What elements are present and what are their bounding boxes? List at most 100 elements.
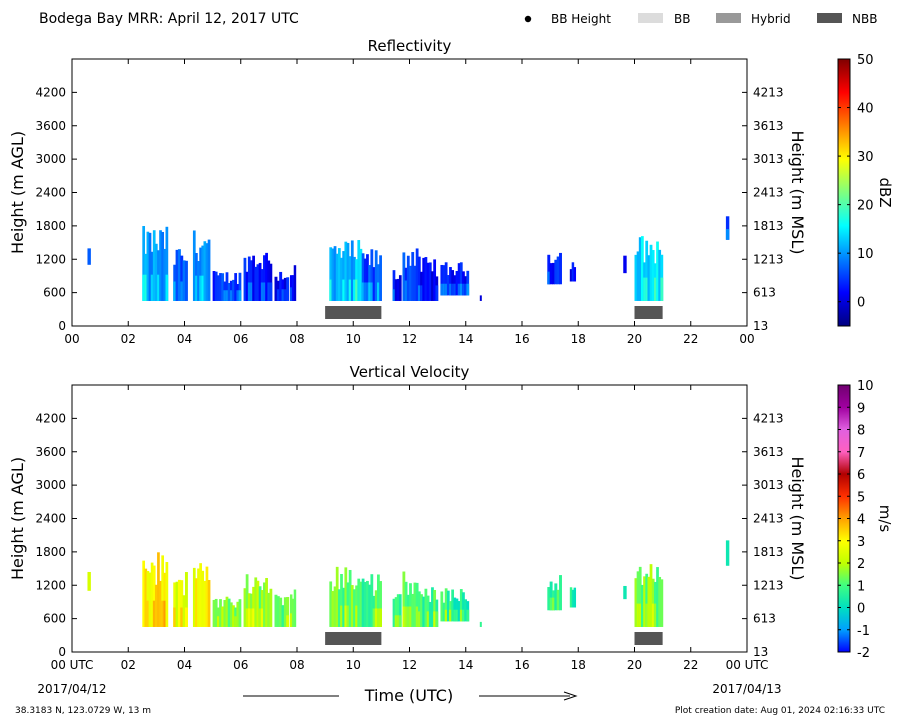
reflectivity-echo-block [243, 252, 273, 301]
velocity-x-tick-label: 00 UTC [726, 658, 769, 672]
legend-bb-height-marker [524, 15, 532, 23]
velocity-echo-block [417, 587, 439, 627]
velocity-y-tick-label: 1800 [35, 545, 66, 559]
reflectivity-x-tick-label: 08 [289, 332, 304, 346]
reflectivity-y-right-axis-label: Height (m MSL) [788, 130, 807, 254]
velocity-colorbar-tick-label: -2 [857, 646, 870, 661]
time-arrow-head-icon [563, 691, 578, 701]
reflectivity-y-tick-label: 600 [43, 286, 66, 300]
station-location: 38.3183 N, 123.0729 W, 13 m [15, 706, 151, 716]
reflectivity-x-tick-label: 16 [514, 332, 529, 346]
velocity-y-right-tick-label: 613 [753, 612, 776, 626]
x-date-right: 2017/04/13 [712, 682, 781, 696]
reflectivity-echo-block [289, 265, 297, 301]
reflectivity-x-tick-label: 20 [627, 332, 642, 346]
reflectivity-echo-block [87, 248, 91, 265]
velocity-x-tick-label: 10 [346, 658, 361, 672]
velocity-x-tick-label: 04 [177, 658, 192, 672]
reflectivity-echo-block [142, 226, 169, 301]
velocity-colorbar-tick-label: 4 [857, 513, 865, 528]
velocity-colorbar-tick-label: 6 [857, 468, 865, 483]
reflectivity-y-tick-label: 4200 [35, 85, 66, 99]
velocity-y-axis-label: Height (m AGL) [8, 457, 27, 580]
reflectivity-y-right-tick-label: 613 [753, 286, 776, 300]
reflectivity-echo-block [192, 230, 211, 301]
reflectivity-x-tick-label: 04 [177, 332, 192, 346]
velocity-y-right-tick-label: 3613 [753, 445, 784, 459]
reflectivity-colorbar-label: dBZ [876, 177, 894, 207]
velocity-y-right-tick-label: 1813 [753, 545, 784, 559]
velocity-x-tick-label: 08 [289, 658, 304, 672]
velocity-x-tick-label: 22 [683, 658, 698, 672]
reflectivity-x-tick-label: 00 [739, 332, 754, 346]
velocity-panel-title: Vertical Velocity [350, 363, 470, 381]
velocity-y-tick-label: 4200 [35, 411, 66, 425]
velocity-echo-block [361, 574, 382, 627]
legend-nbb-label: NBB [852, 12, 877, 26]
velocity-x-tick-label: 12 [402, 658, 417, 672]
reflectivity-colorbar-tick-label: 10 [857, 247, 874, 262]
velocity-echo-block [142, 552, 169, 627]
reflectivity-x-tick-label: 10 [346, 332, 361, 346]
velocity-x-tick-label: 06 [233, 658, 248, 672]
velocity-echo-block [634, 564, 664, 627]
velocity-echo-block [725, 540, 730, 566]
velocity-echo-block [274, 594, 290, 627]
reflectivity-nbb-bar [634, 306, 663, 319]
reflectivity-y-right-tick-label: 1213 [753, 252, 784, 266]
reflectivity-y-right-tick-label: 4213 [753, 85, 784, 99]
velocity-y-tick-label: 600 [43, 612, 66, 626]
legend-bb-height-label: BB Height [551, 12, 611, 26]
velocity-x-tick-label: 00 UTC [51, 658, 94, 672]
velocity-y-tick-label: 1200 [35, 578, 66, 592]
figure-title: Bodega Bay MRR: April 12, 2017 UTC [39, 11, 299, 27]
velocity-echo-block [192, 563, 211, 627]
plot-creation-date: Plot creation date: Aug 01, 2024 02:16:3… [675, 706, 885, 716]
reflectivity-echo-block [417, 256, 439, 301]
velocity-x-tick-label: 18 [571, 658, 586, 672]
velocity-colorbar-tick-label: 8 [857, 424, 865, 439]
reflectivity-x-tick-label: 14 [458, 332, 473, 346]
velocity-colorbar-tick-label: 0 [857, 602, 865, 617]
reflectivity-echo-block [329, 240, 363, 301]
reflectivity-echo-block [569, 262, 577, 282]
reflectivity-echo-block [274, 271, 290, 301]
velocity-nbb-bar [325, 632, 382, 645]
reflectivity-echo-block [440, 262, 470, 296]
legend-hybrid-label: Hybrid [751, 12, 791, 26]
reflectivity-x-tick-label: 02 [121, 332, 136, 346]
reflectivity-y-axis-label: Height (m AGL) [8, 131, 27, 254]
velocity-colorbar-tick-label: 7 [857, 446, 865, 461]
reflectivity-echo-block [634, 236, 664, 301]
reflectivity-x-tick-label: 06 [233, 332, 248, 346]
reflectivity-colorbar [837, 58, 851, 327]
reflectivity-echo-block [212, 271, 242, 301]
reflectivity-echo-block [623, 255, 627, 274]
velocity-colorbar-label: m/s [876, 505, 894, 533]
velocity-echo-block [173, 572, 188, 627]
velocity-colorbar-tick-label: 3 [857, 535, 865, 550]
velocity-echo-block [440, 588, 470, 622]
velocity-y-right-axis-label: Height (m MSL) [788, 456, 807, 580]
reflectivity-y-right-tick-label: 3613 [753, 119, 784, 133]
velocity-echo-block [243, 574, 273, 627]
velocity-colorbar-tick-label: 10 [857, 379, 874, 394]
reflectivity-colorbar-tick-label: 50 [857, 53, 874, 68]
reflectivity-y-tick-label: 1200 [35, 252, 66, 266]
reflectivity-colorbar-tick-label: 20 [857, 199, 874, 214]
velocity-y-tick-label: 0 [58, 645, 66, 659]
velocity-y-tick-label: 3600 [35, 445, 66, 459]
reflectivity-x-tick-label: 22 [683, 332, 698, 346]
velocity-y-right-tick-label: 2413 [753, 512, 784, 526]
reflectivity-y-tick-label: 1800 [35, 219, 66, 233]
reflectivity-colorbar-tick-label: 40 [857, 102, 874, 117]
velocity-echo-block [329, 566, 363, 627]
reflectivity-x-tick-label: 00 [64, 332, 79, 346]
reflectivity-y-tick-label: 3600 [35, 119, 66, 133]
velocity-x-tick-label: 16 [514, 658, 529, 672]
reflectivity-y-right-tick-label: 3013 [753, 152, 784, 166]
reflectivity-y-tick-label: 0 [58, 319, 66, 333]
velocity-nbb-bar [634, 632, 663, 645]
